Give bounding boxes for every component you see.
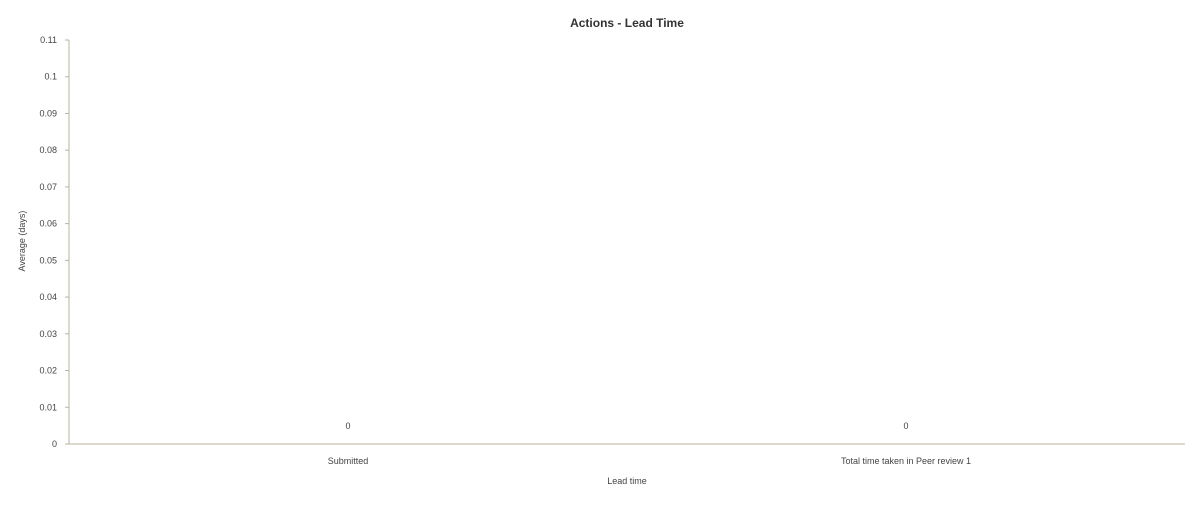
y-tick-label: 0.03 xyxy=(39,329,57,339)
y-tick-label: 0.11 xyxy=(40,35,57,45)
chart-title: Actions - Lead Time xyxy=(570,16,684,30)
y-tick-label: 0.01 xyxy=(39,402,57,412)
x-tick-label: Submitted xyxy=(328,456,369,466)
y-tick-label: 0.09 xyxy=(39,108,57,118)
y-tick-label: 0.04 xyxy=(39,292,57,302)
y-axis-ticks: 0 0.01 0.02 0.03 0.04 0.05 0.06 0.07 0.08 0.09 0.1… xyxy=(39,35,69,449)
x-axis-ticks: Submitted Total time taken in Peer review… xyxy=(328,456,971,466)
y-tick-label: 0.05 xyxy=(39,255,57,265)
y-axis-label: Average (days) xyxy=(17,211,27,272)
y-tick-label: 0.1 xyxy=(44,72,57,82)
bar-data-label: 0 xyxy=(345,421,350,431)
y-tick-label: 0.08 xyxy=(39,145,57,155)
y-tick-label: 0.02 xyxy=(39,366,57,376)
x-axis-label: Lead time xyxy=(607,476,647,486)
y-tick-label: 0.07 xyxy=(39,182,57,192)
bar-data-label: 0 xyxy=(903,421,908,431)
y-tick-label: 0 xyxy=(52,439,57,449)
x-tick-label: Total time taken in Peer review 1 xyxy=(841,456,971,466)
y-tick-label: 0.06 xyxy=(39,219,57,229)
